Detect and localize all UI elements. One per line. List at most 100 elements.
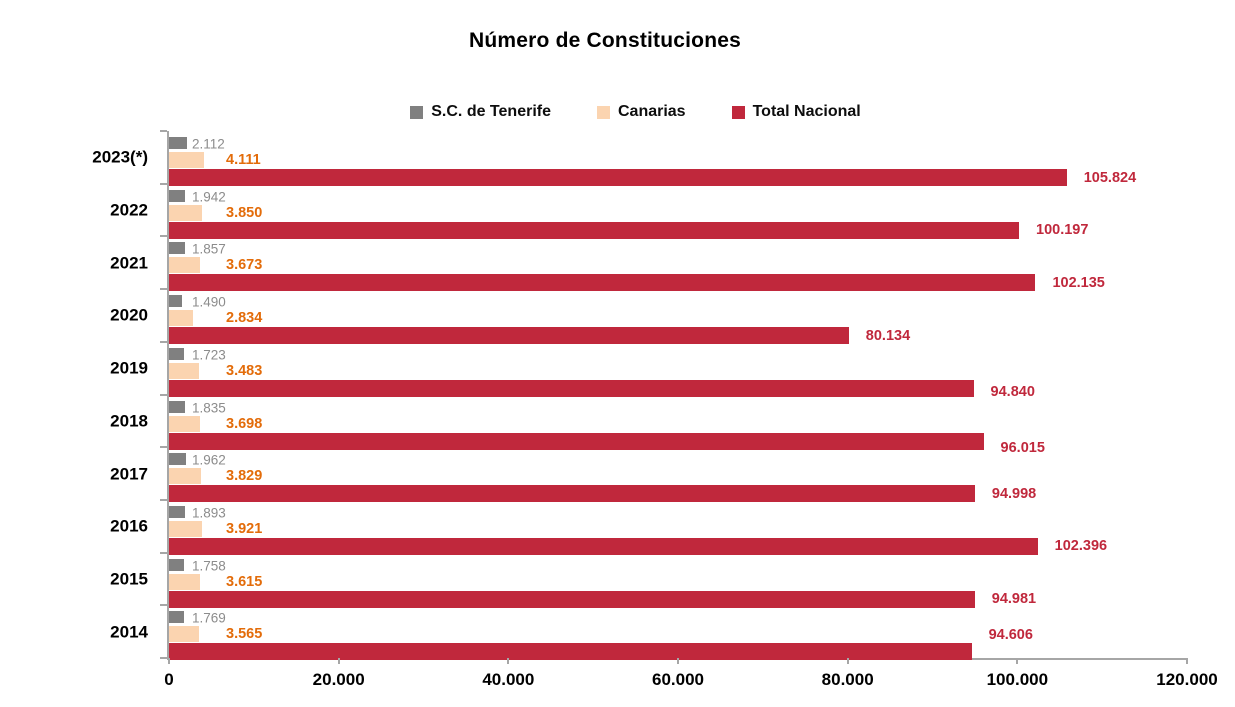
y-axis-tick <box>160 551 167 554</box>
chart-legend: S.C. de Tenerife Canarias Total Nacional <box>0 103 1235 121</box>
value-label-nacional: 94.998 <box>991 485 1037 502</box>
y-axis-label: 2021 <box>110 253 148 273</box>
y-axis-tick <box>160 446 167 449</box>
bar-total-nacional <box>169 327 849 345</box>
category-row: 2019 1.723 3.483 94.840 <box>110 342 1187 399</box>
x-axis-label: 0 <box>164 670 174 689</box>
bar-total-nacional <box>169 590 975 608</box>
value-label-nacional: 80.134 <box>865 327 911 344</box>
legend-label: S.C. de Tenerife <box>431 103 551 120</box>
legend-swatch-icon <box>731 105 745 119</box>
y-axis-tick <box>160 393 167 396</box>
y-axis-tick <box>160 340 167 343</box>
legend-item: Canarias <box>596 103 686 121</box>
bar-total-nacional <box>169 379 974 397</box>
y-axis-label: 2016 <box>110 516 148 536</box>
y-axis-tick <box>160 130 167 132</box>
value-label-tenerife: 1.758 <box>192 557 226 573</box>
bar-total-nacional <box>169 432 984 450</box>
legend-label: Total Nacional <box>752 103 861 120</box>
value-label-tenerife: 1.962 <box>192 452 226 468</box>
bar-total-nacional <box>169 274 1036 292</box>
value-label-nacional: 94.981 <box>991 590 1037 607</box>
value-label-canarias: 3.698 <box>226 415 263 432</box>
category-row: 2015 1.758 3.615 94.981 <box>110 553 1187 608</box>
category-row: 2014 1.769 3.565 94.606 <box>110 605 1187 661</box>
value-label-canarias: 4.111 <box>226 151 261 168</box>
y-axis-label: 2023(*) <box>92 147 148 167</box>
value-label-nacional: 102.135 <box>1052 274 1105 291</box>
y-axis-label: 2020 <box>110 305 148 325</box>
value-label-nacional: 100.197 <box>1036 221 1089 238</box>
x-axis-tick <box>1186 658 1188 664</box>
y-axis-tick <box>160 235 167 238</box>
bar-sc-tenerife <box>169 453 186 466</box>
bar-sc-tenerife <box>169 505 186 518</box>
y-axis-label: 2017 <box>110 464 148 484</box>
bar-sc-tenerife <box>169 400 185 413</box>
category-row: 2016 1.893 3.921 102.396 <box>110 500 1187 555</box>
value-label-tenerife: 1.723 <box>192 347 226 363</box>
x-axis-label: 80.000 <box>821 670 874 689</box>
value-label-tenerife: 1.769 <box>192 610 226 626</box>
bar-total-nacional <box>169 221 1019 239</box>
bar-canarias <box>169 573 200 590</box>
bar-canarias <box>169 626 200 643</box>
bar-total-nacional <box>169 643 972 661</box>
value-label-canarias: 3.921 <box>226 520 263 537</box>
legend-label: Canarias <box>617 103 686 120</box>
value-label-canarias: 3.483 <box>226 362 263 379</box>
value-label-tenerife: 1.942 <box>192 188 226 204</box>
value-label-nacional: 94.840 <box>990 384 1035 401</box>
y-axis-label: 2015 <box>110 569 148 589</box>
x-axis-tick <box>846 658 849 664</box>
bar-canarias <box>169 362 199 379</box>
category-row: 2022 1.942 3.850 100.197 <box>110 184 1187 239</box>
value-label-tenerife: 1.893 <box>192 505 226 521</box>
value-label-canarias: 3.829 <box>226 467 263 484</box>
x-axis-tick <box>168 658 170 664</box>
x-axis-tick <box>507 658 510 664</box>
value-label-nacional: 102.396 <box>1054 538 1108 555</box>
bar-sc-tenerife <box>169 189 186 202</box>
category-row: 2021 1.857 3.673 102.135 <box>110 236 1187 292</box>
y-axis-label: 2022 <box>110 200 148 220</box>
value-label-nacional: 96.015 <box>1000 439 1045 456</box>
bar-canarias <box>169 415 201 432</box>
value-label-tenerife: 1.835 <box>192 399 226 415</box>
value-label-canarias: 3.673 <box>226 257 263 274</box>
value-label-tenerife: 2.112 <box>192 136 225 152</box>
category-row: 2017 1.962 3.829 94.998 <box>110 447 1187 503</box>
value-label-tenerife: 1.857 <box>192 241 226 257</box>
bar-total-nacional <box>169 169 1067 186</box>
category-row: 2018 1.835 3.698 96.015 <box>110 395 1187 455</box>
bar-sc-tenerife <box>169 295 182 308</box>
legend-swatch-icon <box>410 105 424 119</box>
legend-item: S.C. de Tenerife <box>410 103 551 121</box>
x-axis-label: 60.000 <box>652 670 704 689</box>
y-axis-tick <box>160 604 167 607</box>
bar-total-nacional <box>169 537 1038 555</box>
y-axis-tick <box>160 657 167 659</box>
value-label-canarias: 3.615 <box>226 573 263 590</box>
x-axis-tick <box>677 658 679 664</box>
chart-title: Número de Constituciones <box>469 29 741 52</box>
x-axis-tick <box>1016 658 1019 664</box>
category-row: 2023(*) 2.112 4.111 105.824 <box>92 131 1187 186</box>
bar-canarias <box>169 468 202 485</box>
bar-canarias <box>169 204 202 221</box>
x-axis-label: 120.000 <box>1156 670 1218 689</box>
category-row: 2020 1.490 2.834 80.134 <box>110 289 1187 345</box>
value-label-nacional: 94.606 <box>988 626 1033 643</box>
bar-canarias <box>169 520 203 537</box>
y-axis-tick <box>160 498 167 501</box>
bar-sc-tenerife <box>169 347 184 360</box>
bar-canarias <box>169 257 201 274</box>
bar-sc-tenerife <box>169 242 185 255</box>
value-label-tenerife: 1.490 <box>192 294 226 310</box>
y-axis-label: 2018 <box>110 411 148 431</box>
value-label-nacional: 105.824 <box>1083 169 1137 186</box>
x-axis-label: 100.000 <box>986 670 1049 689</box>
bar-canarias <box>169 310 194 327</box>
